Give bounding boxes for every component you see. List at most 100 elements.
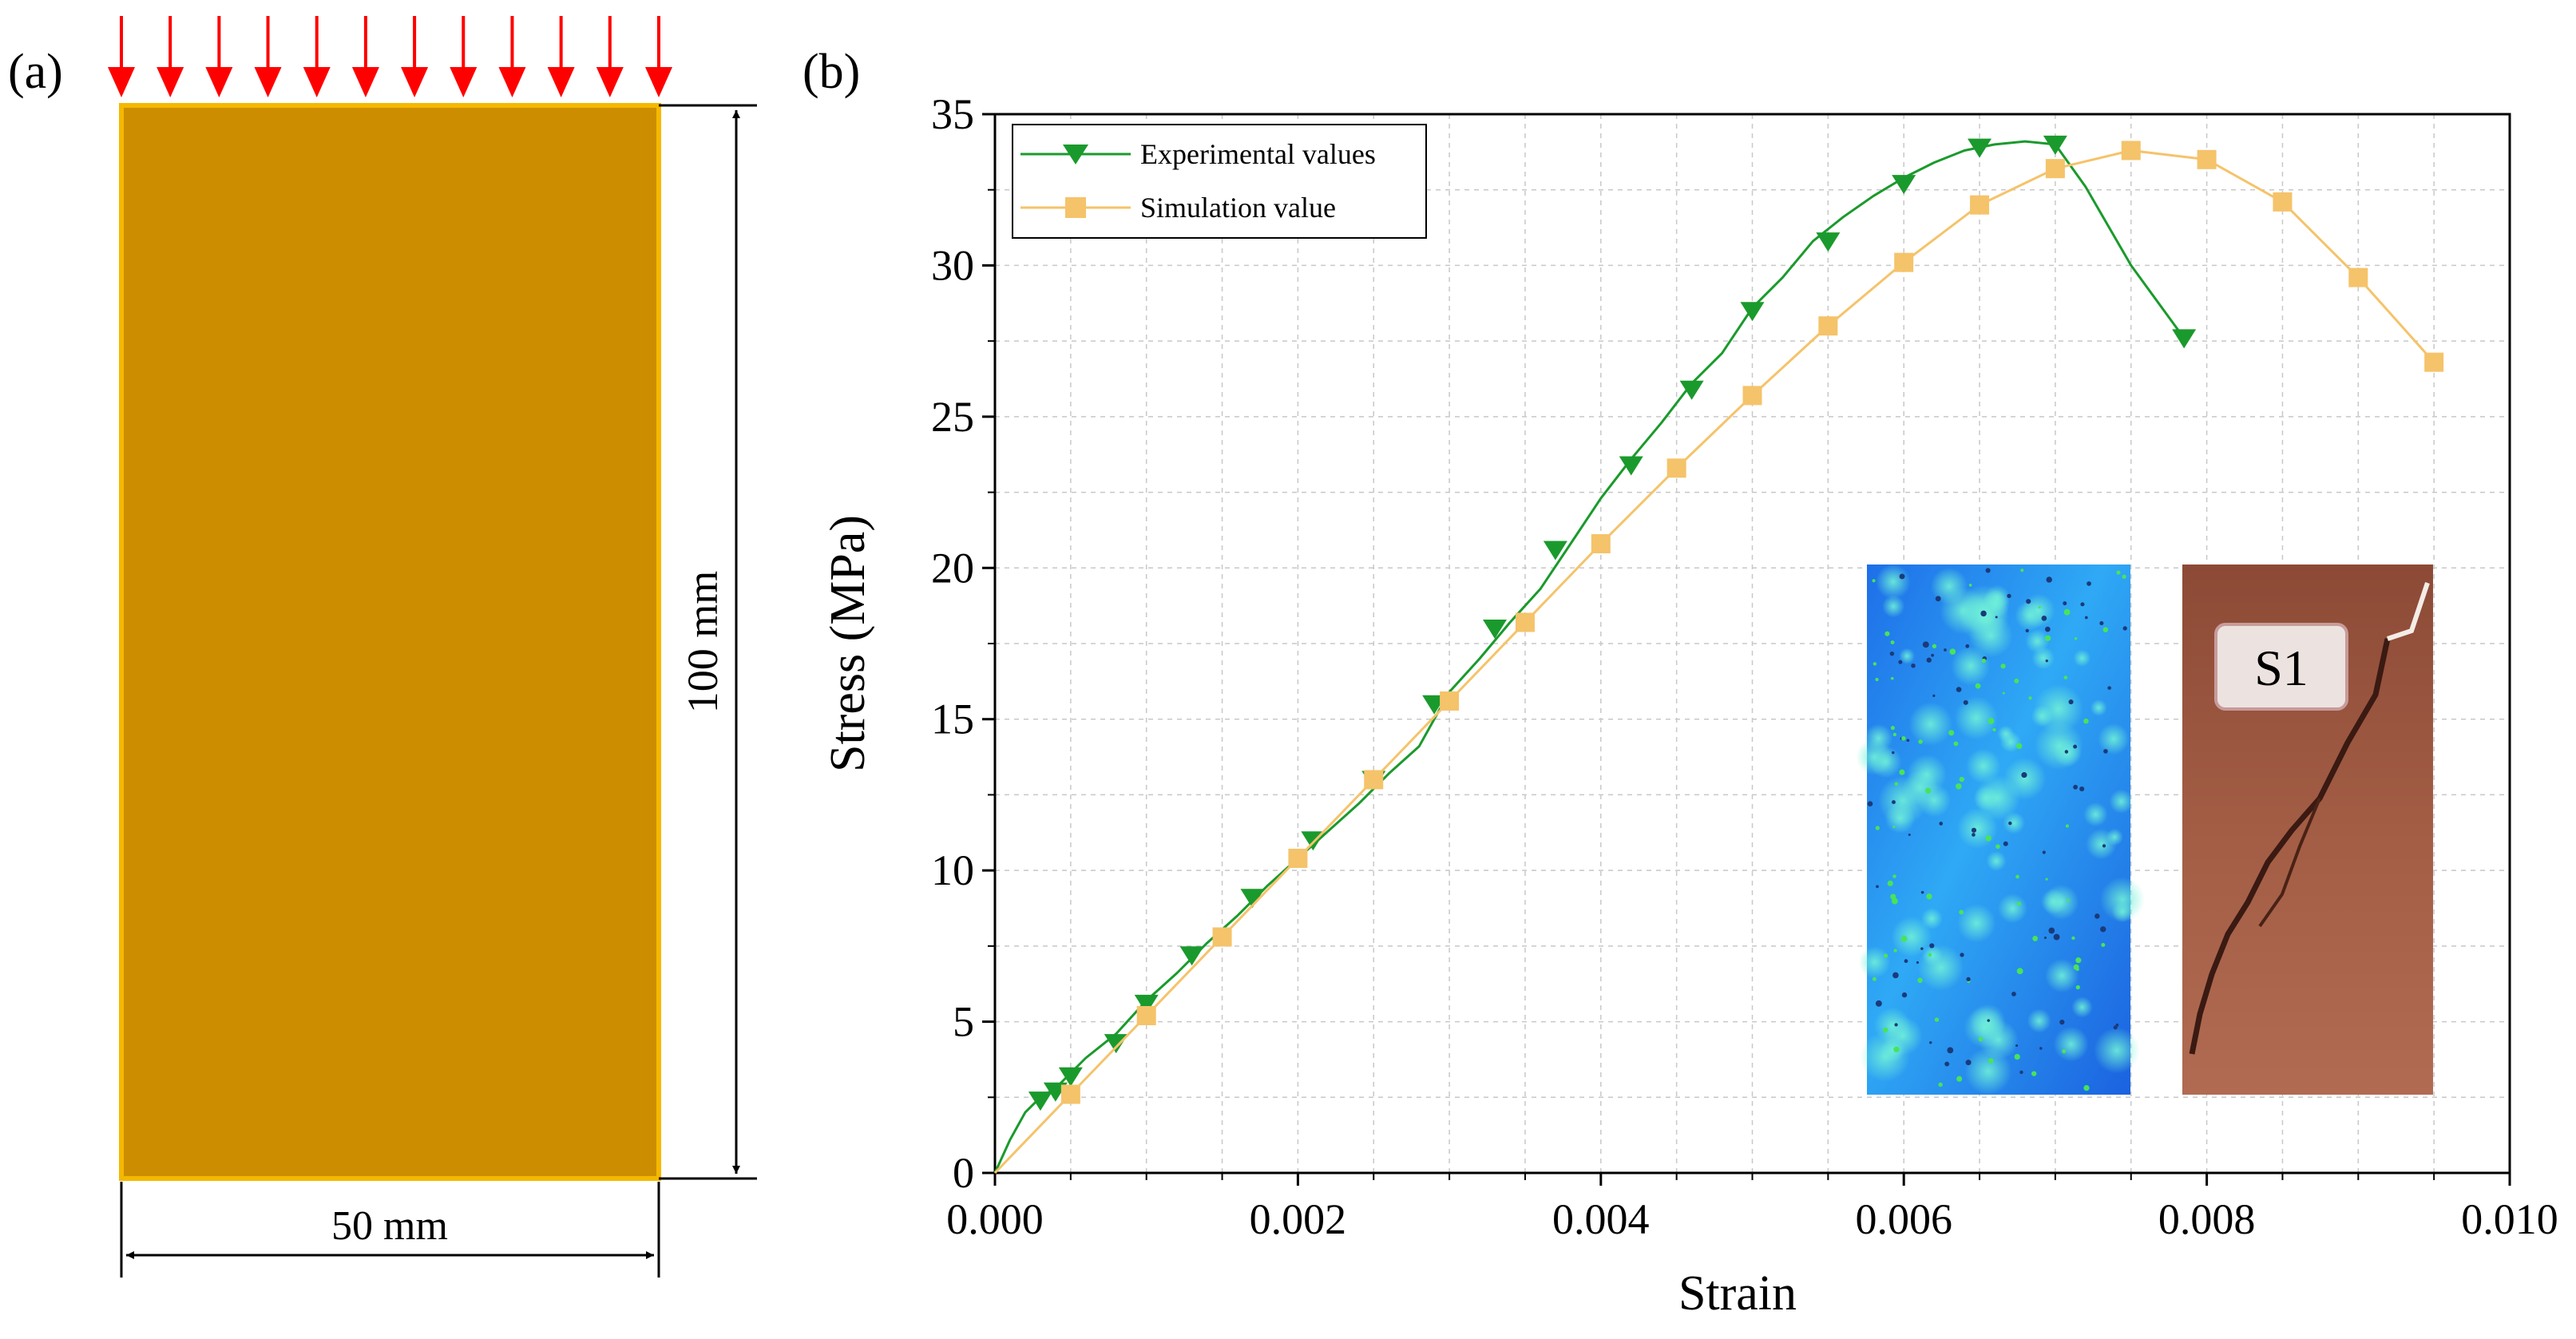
- x-tick-label: 0.006: [1855, 1195, 1952, 1243]
- simulation-speck: [2000, 664, 2006, 669]
- simulation-damage-spot: [1858, 946, 1891, 979]
- y-tick-label: 25: [931, 393, 974, 441]
- simulation-speck: [2101, 943, 2106, 948]
- simulation-speck: [1925, 787, 1932, 794]
- simulation-speck: [1985, 835, 1991, 842]
- simulation-speck: [1899, 573, 1905, 580]
- x-tick-label: 0.008: [2158, 1195, 2256, 1243]
- simulation-damage-spot: [1964, 1048, 2012, 1095]
- x-axis-label: Strain: [1678, 1266, 1797, 1321]
- simulation-speck: [1889, 651, 1895, 656]
- simulation-speck: [2014, 678, 2019, 683]
- simulation-speck: [2107, 686, 2111, 690]
- experimental-data-point: [1740, 302, 1765, 322]
- simulation-data-point: [1894, 252, 1914, 272]
- width-label: 50 mm: [331, 1203, 448, 1249]
- load-arrow-head: [450, 67, 478, 97]
- simulation-data-point: [2273, 192, 2293, 212]
- simulation-speck: [1995, 616, 1998, 619]
- simulation-speck: [2074, 636, 2078, 640]
- simulation-data-point: [2121, 141, 2141, 160]
- simulation-speck: [2007, 593, 2011, 599]
- load-arrows: [108, 16, 672, 97]
- simulation-speck: [1875, 1000, 1882, 1007]
- legend: Experimental values Simulation value: [1012, 124, 1427, 239]
- simulation-speck: [2080, 602, 2085, 607]
- simulation-speck: [2087, 581, 2091, 586]
- legend-simulation-marker: [1065, 197, 1086, 218]
- simulation-speck: [1890, 640, 1895, 644]
- simulation-speck: [2041, 616, 2047, 621]
- simulation-damage-spot: [2071, 996, 2093, 1018]
- simulation-damage-spot: [2098, 723, 2130, 755]
- simulation-damage-spot: [1930, 567, 1968, 605]
- simulation-speck: [1978, 1036, 1984, 1042]
- y-tick-label: 15: [931, 695, 974, 743]
- simulation-speck: [2048, 927, 2055, 934]
- simulation-speck: [1939, 822, 1944, 826]
- simulation-speck: [1872, 977, 1877, 981]
- simulation-damage-spot: [1954, 696, 1999, 740]
- simulation-speck: [1873, 662, 1877, 666]
- simulation-speck: [2079, 786, 2085, 792]
- simulation-speck: [2122, 574, 2126, 579]
- simulation-speck: [1893, 949, 1897, 953]
- experimental-data-point: [1816, 232, 1841, 252]
- simulation-damage-spot: [1869, 745, 1902, 778]
- simulation-damage-spot: [2109, 789, 2134, 814]
- load-arrow-head: [498, 67, 526, 97]
- simulation-speck: [1992, 727, 1996, 732]
- simulation-speck: [1890, 893, 1896, 900]
- experimental-data-point: [1968, 138, 1992, 158]
- simulation-damage-spot: [2040, 889, 2067, 915]
- simulation-damage-spot: [1891, 916, 1932, 957]
- simulation-speck: [2073, 744, 2078, 749]
- experimental-data-point: [1543, 541, 1567, 561]
- simulation-speck: [2043, 936, 2047, 940]
- simulation-damage-spot: [1966, 748, 2001, 784]
- simulation-damage-spot: [1973, 785, 1999, 811]
- simulation-speck: [2020, 568, 2024, 572]
- simulation-speck: [2063, 608, 2071, 616]
- experimental-data-point: [1028, 1091, 1052, 1111]
- simulation-speck: [2053, 933, 2060, 941]
- simulation-damage-spot: [2027, 1008, 2051, 1033]
- simulation-speck: [2084, 616, 2088, 620]
- simulation-speck: [1966, 977, 1971, 982]
- simulation-speck: [1892, 800, 1896, 805]
- simulation-data-point: [2424, 352, 2444, 372]
- simulation-speck: [2016, 901, 2022, 906]
- experimental-data-point: [1892, 175, 1916, 195]
- simulation-speck: [2075, 957, 2082, 964]
- simulation-speck: [2045, 626, 2051, 632]
- simulation-speck: [2064, 750, 2069, 754]
- simulation-damage-spot: [1986, 850, 2007, 871]
- simulation-speck: [1929, 943, 1935, 949]
- simulation-speck: [1916, 961, 1920, 965]
- simulation-speck: [2045, 877, 2048, 881]
- simulation-damage-spot: [1997, 893, 2027, 924]
- panel-a: (a) 100 mm 50 mm: [8, 16, 757, 1278]
- simulation-speck: [1949, 648, 1956, 655]
- simulation-speck: [1981, 658, 1987, 664]
- simulation-speck: [1883, 953, 1888, 958]
- simulation-speck: [2039, 1047, 2043, 1050]
- simulation-data-point: [1060, 1084, 1080, 1104]
- simulation-data-point: [1288, 848, 1308, 868]
- load-arrow-head: [351, 67, 379, 97]
- simulation-speck: [1926, 657, 1932, 663]
- load-arrow-head: [596, 67, 624, 97]
- simulation-damage-spot: [1951, 646, 1991, 686]
- experimental-data-point: [1058, 1067, 1083, 1087]
- simulation-speck: [1965, 1060, 1972, 1066]
- simulation-speck: [1898, 660, 1903, 664]
- load-arrow-head: [205, 67, 233, 97]
- simulation-damage-spot: [2106, 828, 2123, 846]
- simulation-speck: [1938, 1082, 1943, 1087]
- simulation-damage-spot: [2090, 699, 2107, 716]
- simulation-speck: [1985, 568, 1991, 573]
- simulation-speck: [2015, 874, 2019, 879]
- x-tick-label: 0.000: [946, 1195, 1044, 1243]
- simulation-speck: [2063, 601, 2067, 606]
- simulation-speck: [1935, 596, 1941, 602]
